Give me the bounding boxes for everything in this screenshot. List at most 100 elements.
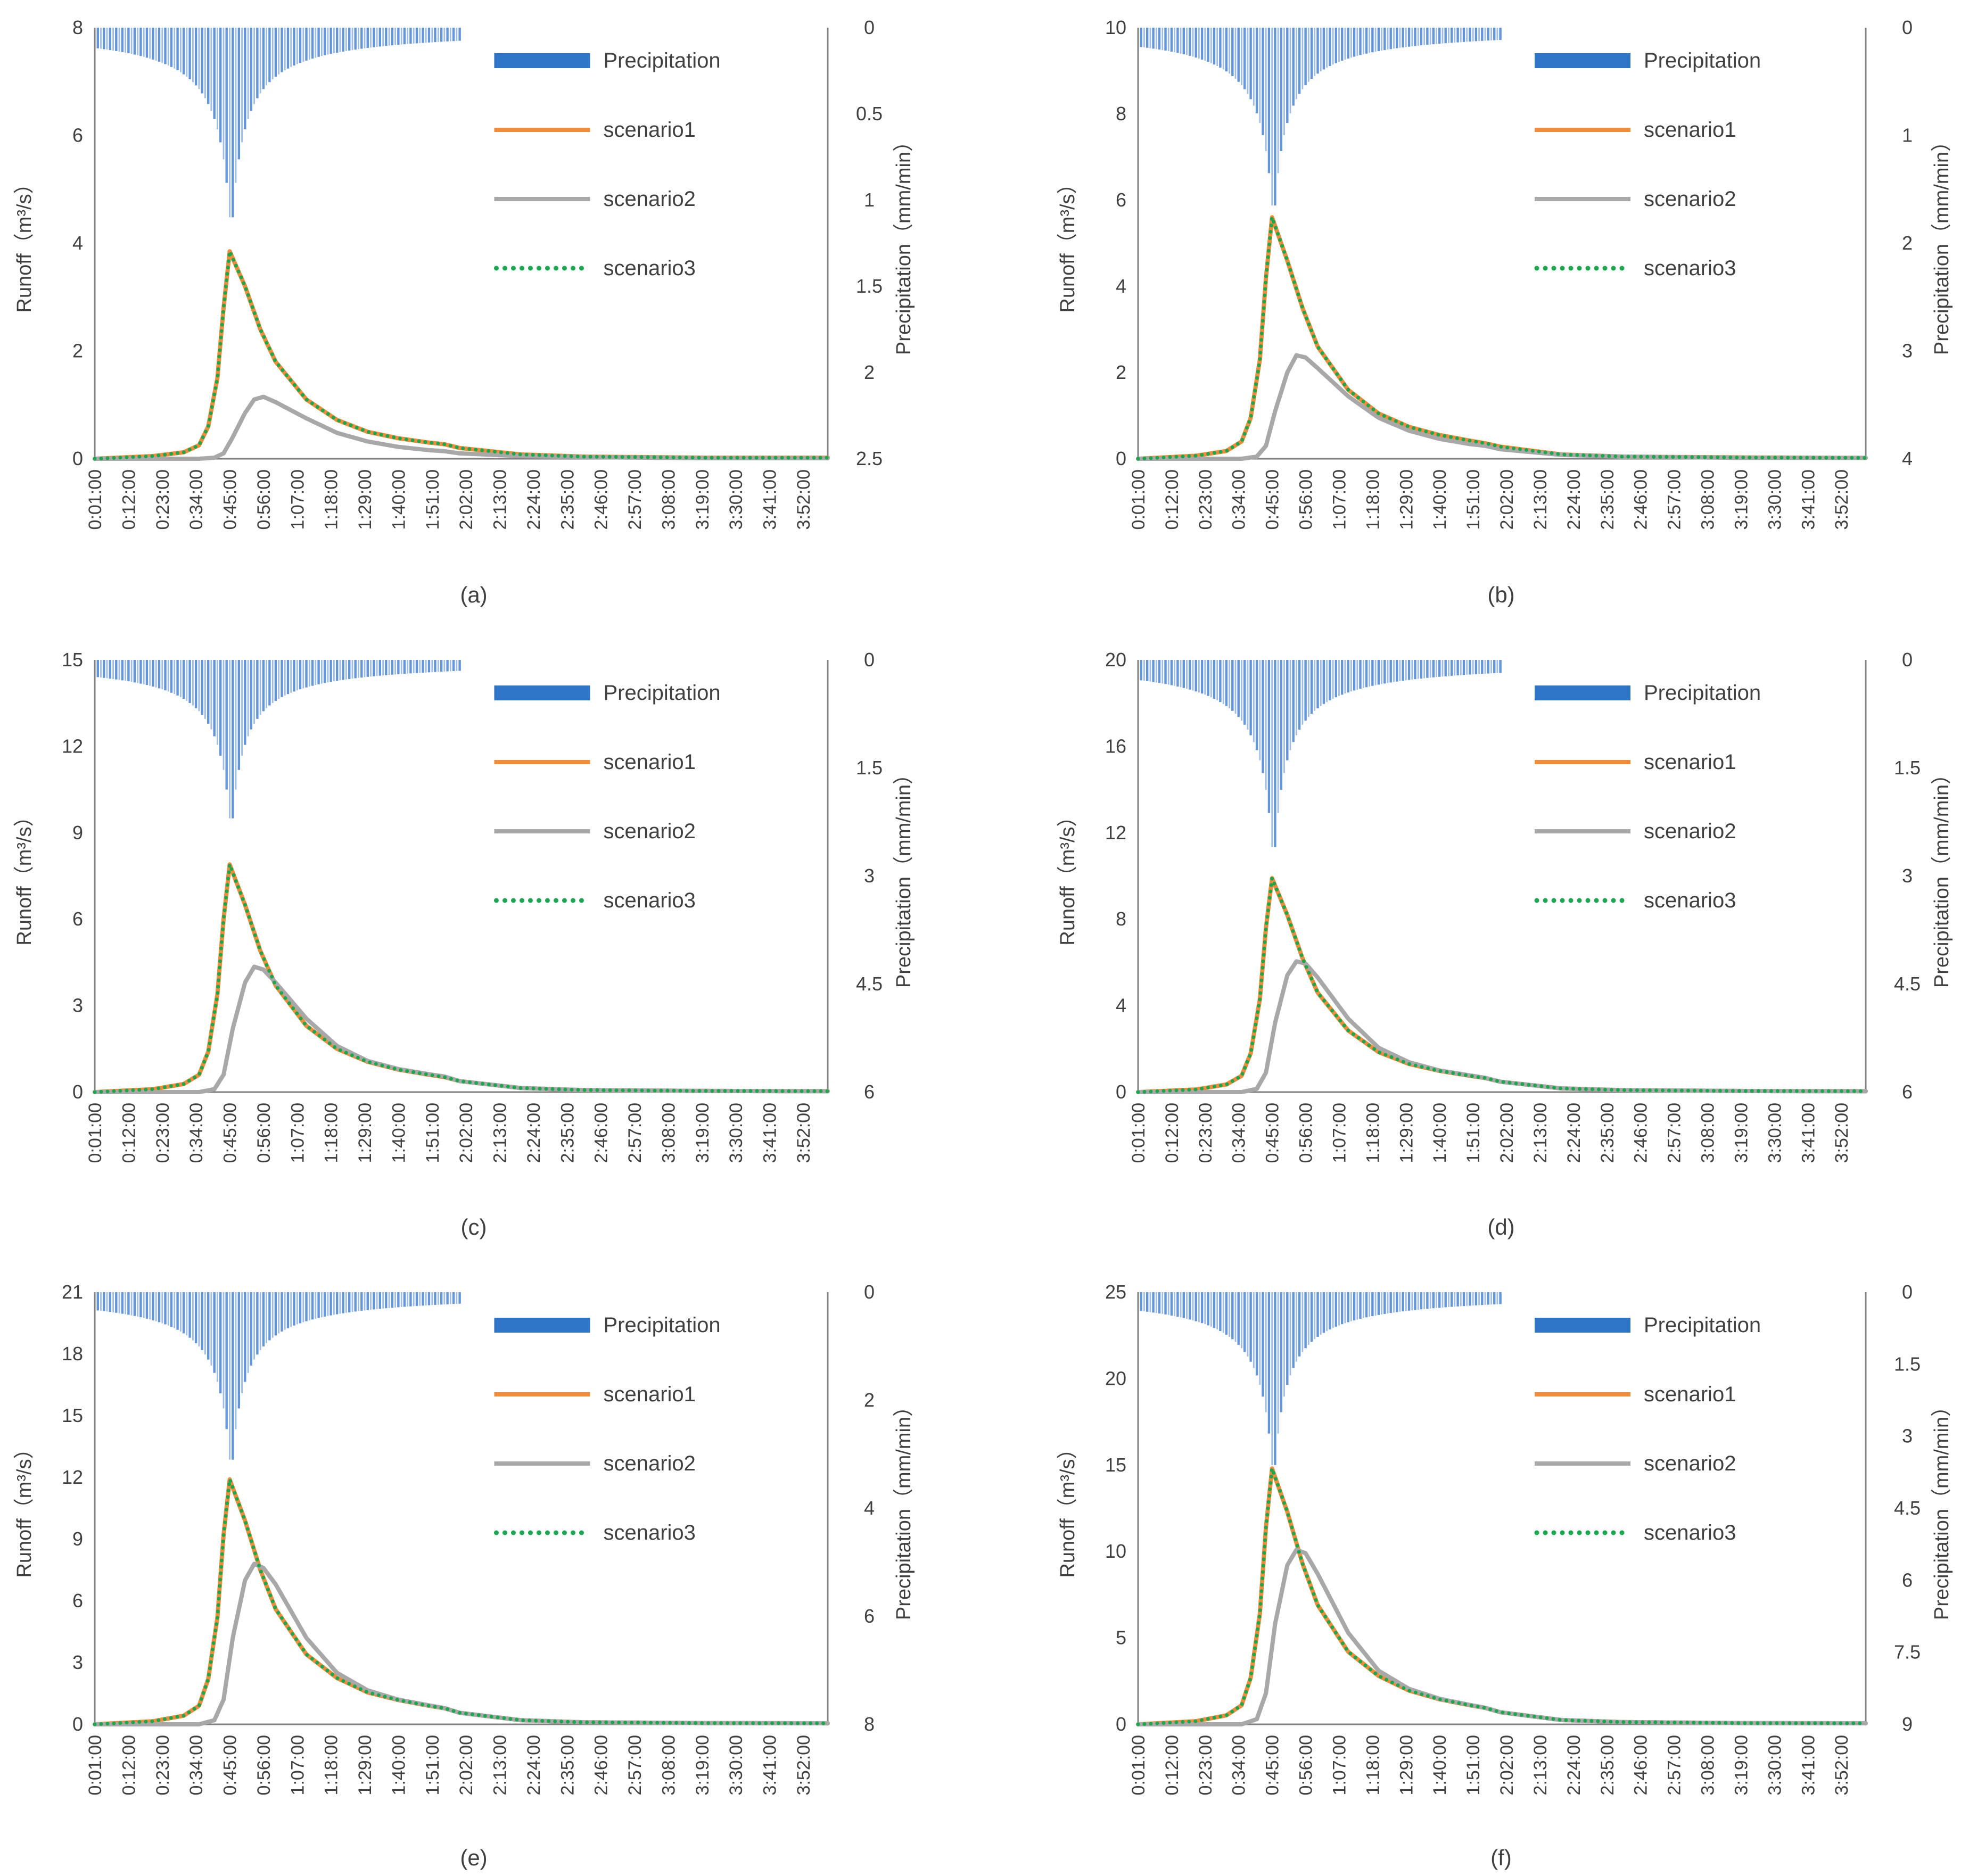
precipitation-bar [186,1292,188,1336]
x-tick-label: 2:02:00 [1497,1103,1517,1163]
legend-label: scenario1 [603,750,695,774]
left-tick-label: 6 [72,1590,83,1611]
precipitation-bar [118,1292,120,1313]
precipitation-bar [1213,660,1216,699]
precipitation-bar [1204,660,1206,695]
precipitation-bar [188,660,191,703]
precipitation-bar [364,28,366,48]
precipitation-bar [121,28,124,52]
precipitation-bar [268,28,271,82]
precipitation-bar [1314,1292,1316,1340]
precipitation-bar [293,660,295,692]
precipitation-bar [1478,28,1480,42]
precipitation-bar [1426,660,1429,678]
precipitation-bar [1460,660,1462,675]
right-tick-label: 3 [864,865,875,887]
precipitation-bar [1162,28,1164,51]
chart-panel-c: 0 3 6 9 12 15 0 1.5 3 4.5 6 0:01:00 0:12:00 0:23:00 0:… [13,649,915,1239]
precipitation-bar [305,660,308,688]
right-tick-label: 0 [864,16,875,38]
precipitation-bar [1374,1292,1377,1316]
left-tick-label: 15 [1105,1454,1126,1476]
x-tick-label: 2:24:00 [524,1103,544,1163]
precipitation-bar [342,28,344,52]
precipitation-bar [198,28,200,89]
legend-swatch-precipitation [1535,1318,1631,1333]
precipitation-bar [1347,1292,1349,1323]
x-tick-label: 1:29:00 [1396,469,1416,530]
precipitation-bar [96,1292,99,1311]
precipitation-bar [302,660,304,689]
precipitation-bar [237,660,240,770]
precipitation-bar [422,1292,424,1306]
precipitation-bar [1195,1292,1197,1321]
precipitation-bar [1411,28,1413,46]
precipitation-bar [1162,1292,1164,1314]
precipitation-bar [1189,28,1191,56]
precipitation-bar [112,1292,114,1312]
x-tick-label: 3:08:00 [658,1103,679,1163]
precipitation-bar [1189,660,1191,690]
precipitation-bar [1426,1292,1429,1309]
precipitation-bar [422,660,424,673]
precipitation-bar [176,28,179,71]
x-tick-label: 0:12:00 [119,1103,139,1163]
precipitation-bar [1356,660,1358,690]
precipitation-bar [1335,28,1337,63]
precipitation-bar [1207,660,1209,696]
precipitation-bar [1286,28,1289,123]
precipitation-bar [1231,660,1234,711]
precipitation-bar [1195,660,1197,692]
precipitation-bar [366,28,369,48]
precipitation-bar [139,28,142,56]
precipitation-bar [1332,28,1334,65]
precipitation-bar [219,1292,222,1394]
precipitation-bar [219,660,222,756]
precipitation-bar [1253,28,1255,106]
precipitation-bar [115,660,118,680]
x-tick-label: 2:35:00 [557,1103,578,1163]
precipitation-bar [179,660,182,697]
precipitation-bar [1329,660,1331,700]
right-tick-label: 0 [1902,1281,1913,1303]
legend: Precipitation scenario1 scenario2 scenario3 [1534,49,1761,280]
precipitation-bar [299,1292,302,1324]
precipitation-bar [1255,660,1258,750]
precipitation-bar [1472,660,1474,675]
right-tick-label: 6 [1902,1081,1913,1103]
left-tick-label: 6 [72,908,83,930]
x-tick-label: 0:23:00 [153,1103,173,1163]
right-tick-label: 7.5 [1894,1641,1921,1663]
precipitation-bar [385,660,388,675]
precipitation-bar [354,660,357,679]
precipitation-bar [1478,660,1480,674]
x-tick-label: 2:46:00 [1631,1103,1651,1163]
precipitation-bar [1200,660,1204,694]
precipitation-bar [259,1292,261,1350]
precipitation-bar [443,660,446,672]
x-tick-label: 2:57:00 [1665,469,1685,530]
precipitation-bar [1210,660,1212,698]
precipitation-bar [327,660,329,683]
precipitation-bar [302,28,304,62]
precipitation-bar [366,660,369,677]
precipitation-bar [278,660,280,699]
x-tick-label: 3:19:00 [1731,1735,1751,1795]
precipitation-bar [1402,28,1404,48]
precipitation-bar [1469,28,1471,42]
left-tick-label: 9 [72,822,83,844]
precipitation-bar [241,28,243,143]
precipitation-bar [315,28,317,58]
left-tick-label: 3 [72,1651,83,1673]
precipitation-bar [1174,1292,1175,1316]
x-tick-label: 1:29:00 [355,1735,375,1795]
precipitation-bar [1402,1292,1404,1312]
left-tick-label: 0 [1116,448,1126,469]
x-tick-label: 3:08:00 [658,1735,679,1795]
precipitation-bar [281,660,283,697]
precipitation-bar [364,1292,366,1311]
x-tick-label: 1:18:00 [322,1103,342,1163]
precipitation-bar [1241,28,1242,86]
x-tick-label: 3:41:00 [760,469,780,530]
left-tick-label: 15 [62,1404,83,1426]
